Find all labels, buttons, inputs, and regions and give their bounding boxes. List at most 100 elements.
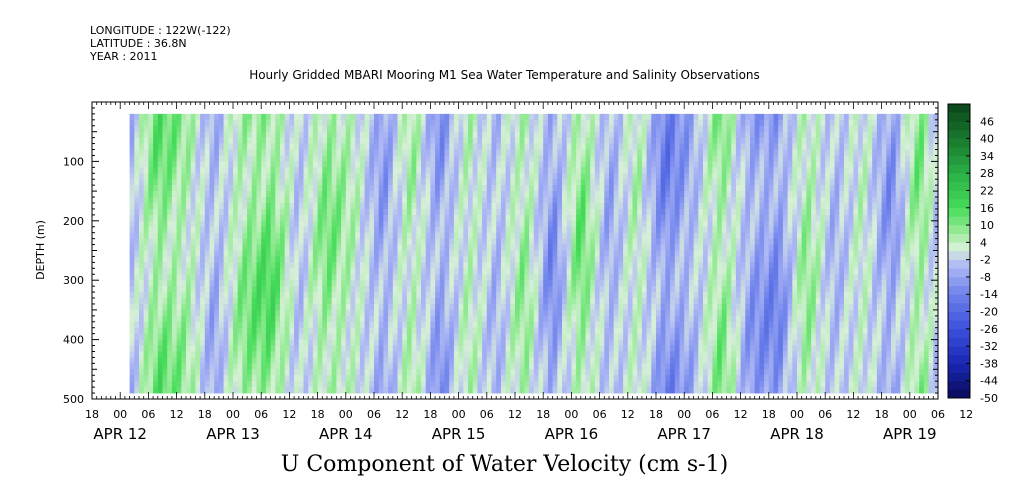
heatmap-cell	[599, 167, 605, 174]
heatmap-cell	[524, 256, 530, 263]
heatmap-cell	[157, 232, 163, 240]
heatmap-cell	[444, 345, 450, 352]
heatmap-cell	[336, 238, 342, 245]
heatmap-cell	[477, 292, 483, 299]
heatmap-cell	[449, 292, 455, 299]
heatmap-cell	[425, 143, 431, 150]
heatmap-cell	[186, 363, 192, 370]
heatmap-cell	[449, 191, 455, 198]
heatmap-cell	[237, 202, 243, 210]
heatmap-cell	[336, 292, 342, 299]
heatmap-cell	[510, 125, 516, 133]
heatmap-cell	[562, 137, 568, 144]
heatmap-cell	[308, 351, 314, 358]
heatmap-cell	[270, 250, 276, 257]
heatmap-cell	[364, 131, 370, 139]
heatmap-cell	[195, 351, 201, 358]
heatmap-cell	[134, 155, 140, 162]
heatmap-cell	[500, 238, 506, 245]
heatmap-cell	[538, 345, 544, 352]
heatmap-cell	[430, 113, 436, 121]
heatmap-cell	[576, 149, 582, 156]
heatmap-cell	[430, 315, 436, 323]
heatmap-cell	[486, 339, 492, 346]
heatmap-cell	[562, 280, 568, 287]
heatmap-cell	[444, 315, 450, 323]
heatmap-cell	[322, 161, 328, 168]
heatmap-cell	[421, 286, 427, 293]
heatmap-cell	[209, 149, 215, 156]
chart-title: Hourly Gridded MBARI Mooring M1 Sea Wate…	[249, 68, 760, 82]
heatmap-cell	[214, 333, 220, 340]
heatmap-cell	[294, 220, 300, 228]
heatmap-cell	[157, 274, 163, 281]
heatmap-cell	[623, 179, 629, 186]
heatmap-cell	[618, 256, 624, 263]
heatmap-cell	[397, 197, 403, 204]
heatmap-cell	[430, 345, 436, 352]
heatmap-cell	[228, 125, 234, 133]
heatmap-cell	[397, 298, 403, 305]
heatmap-cell	[623, 262, 629, 269]
heatmap-cell	[458, 351, 464, 358]
heatmap-cell	[317, 292, 323, 299]
heatmap-cell	[378, 315, 384, 323]
heatmap-cell	[139, 143, 145, 150]
heatmap-cell	[327, 161, 333, 168]
heatmap-cell	[209, 155, 215, 162]
heatmap-cell	[242, 339, 248, 346]
heatmap-cell	[623, 113, 629, 121]
heatmap-cell	[294, 125, 300, 133]
heatmap-cell	[327, 167, 333, 174]
heatmap-cell	[519, 167, 525, 174]
heatmap-cell	[317, 238, 323, 245]
heatmap-cell	[265, 131, 271, 139]
heatmap-cell	[303, 179, 309, 186]
heatmap-cell	[247, 179, 253, 186]
heatmap-cell	[312, 375, 318, 382]
heatmap-cell	[275, 333, 281, 340]
heatmap-cell	[242, 179, 248, 186]
heatmap-cell	[538, 149, 544, 156]
heatmap-cell	[510, 202, 516, 210]
heatmap-cell	[444, 202, 450, 210]
heatmap-cell	[529, 351, 535, 358]
heatmap-cell	[218, 381, 224, 388]
heatmap-cell	[256, 292, 262, 299]
heatmap-cell	[312, 387, 318, 394]
heatmap-cell	[284, 155, 290, 162]
heatmap-cell	[143, 208, 149, 216]
heatmap-cell	[204, 262, 210, 269]
heatmap-cell	[486, 238, 492, 245]
heatmap-cell	[171, 292, 177, 299]
heatmap-cell	[327, 292, 333, 299]
heatmap-cell	[143, 185, 149, 192]
heatmap-cell	[265, 369, 271, 376]
heatmap-cell	[491, 387, 497, 394]
heatmap-cell	[369, 321, 375, 329]
heatmap-cell	[576, 179, 582, 186]
heatmap-cell	[294, 202, 300, 210]
heatmap-cell	[599, 220, 605, 228]
heatmap-cell	[181, 226, 187, 234]
heatmap-cell	[515, 137, 521, 144]
heatmap-cell	[355, 167, 361, 174]
heatmap-cell	[298, 321, 304, 329]
heatmap-cell	[233, 256, 239, 263]
heatmap-cell	[477, 351, 483, 358]
heatmap-cell	[449, 119, 455, 127]
heatmap-cell	[585, 143, 591, 150]
heatmap-cell	[477, 226, 483, 234]
heatmap-cell	[547, 131, 553, 139]
heatmap-cell	[552, 303, 558, 311]
heatmap-cell	[397, 191, 403, 198]
heatmap-cell	[486, 309, 492, 317]
heatmap-cell	[444, 232, 450, 240]
heatmap-cell	[566, 232, 572, 240]
heatmap-cell	[345, 387, 351, 394]
heatmap-cell	[256, 274, 262, 281]
heatmap-cell	[505, 357, 511, 364]
heatmap-cell	[430, 280, 436, 287]
heatmap-cell	[195, 226, 201, 234]
heatmap-cell	[341, 113, 347, 121]
